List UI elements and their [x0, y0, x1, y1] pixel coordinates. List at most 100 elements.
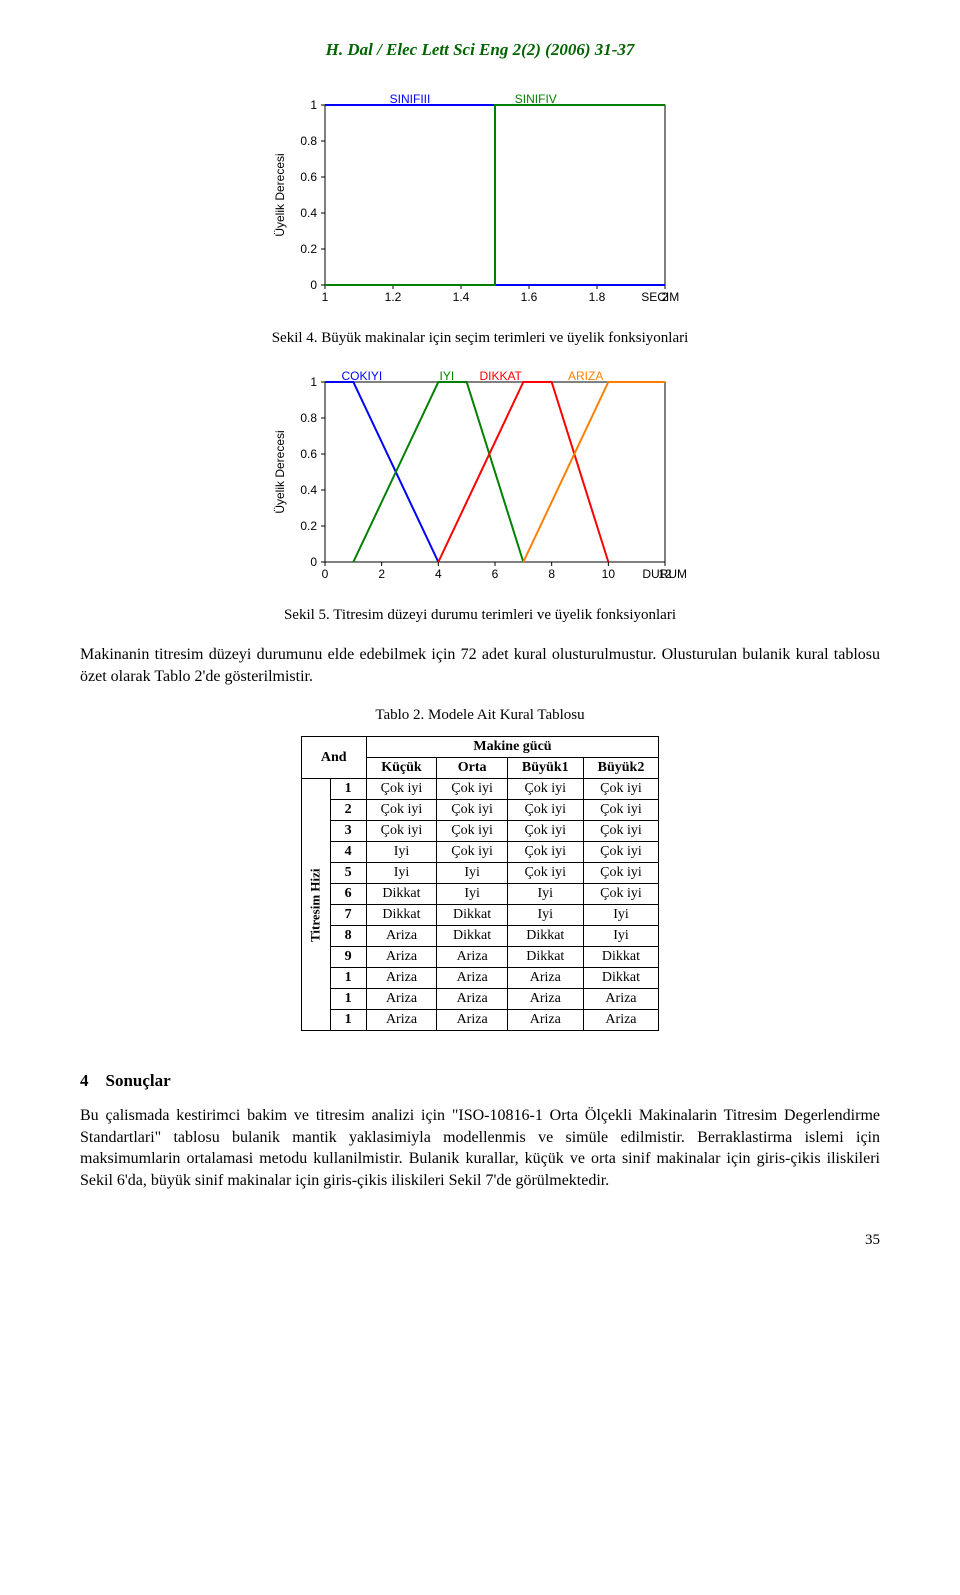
svg-text:4: 4	[435, 567, 442, 581]
table-cell: Çok iyi	[366, 821, 437, 842]
table-row-label: 3	[330, 821, 366, 842]
table-row: 3Çok iyiÇok iyiÇok iyiÇok iyi	[301, 821, 659, 842]
svg-text:10: 10	[602, 567, 616, 581]
svg-text:1: 1	[310, 375, 317, 389]
svg-text:DURUM: DURUM	[642, 567, 687, 581]
table-side-header: Titresim Hizi	[301, 779, 330, 1031]
table-cell: Ariza	[507, 989, 583, 1010]
table-cell: Iyi	[583, 905, 659, 926]
table-row: 5IyiIyiÇok iyiÇok iyi	[301, 863, 659, 884]
page-number: 35	[80, 1232, 880, 1249]
table-cell: Çok iyi	[437, 779, 508, 800]
table-cell: Dikkat	[583, 968, 659, 989]
svg-text:1.6: 1.6	[521, 290, 538, 304]
table-cell: Iyi	[437, 863, 508, 884]
svg-text:1.8: 1.8	[589, 290, 606, 304]
table-cell: Dikkat	[366, 884, 437, 905]
table-row: 2Çok iyiÇok iyiÇok iyiÇok iyi	[301, 800, 659, 821]
table-cell: Çok iyi	[583, 863, 659, 884]
table-cell: Iyi	[507, 905, 583, 926]
paragraph-1: Makinanin titresim düzeyi durumunu elde …	[80, 644, 880, 687]
svg-text:IYI: IYI	[439, 369, 454, 383]
svg-text:1.4: 1.4	[453, 290, 470, 304]
svg-text:1: 1	[310, 98, 317, 112]
svg-text:0.2: 0.2	[300, 519, 317, 533]
table-row: 7DikkatDikkatIyiIyi	[301, 905, 659, 926]
figure-4: 00.20.40.60.8111.21.41.61.82Üyelik Derec…	[80, 90, 880, 320]
table-cell: Iyi	[366, 842, 437, 863]
table-row: 9ArizaArizaDikkatDikkat	[301, 947, 659, 968]
table-cell: Iyi	[437, 884, 508, 905]
table-row-label: 1	[330, 1010, 366, 1031]
figure-4-chart: 00.20.40.60.8111.21.41.61.82Üyelik Derec…	[270, 90, 690, 320]
svg-text:8: 8	[548, 567, 555, 581]
table-row: 1ArizaArizaArizaDikkat	[301, 968, 659, 989]
table-cell: Çok iyi	[583, 821, 659, 842]
svg-text:0.8: 0.8	[300, 134, 317, 148]
svg-text:0.4: 0.4	[300, 483, 317, 497]
section-4-body: Bu çalismada kestirimci bakim ve titresi…	[80, 1105, 880, 1191]
table-cell: Ariza	[437, 968, 508, 989]
table-col-header: Küçük	[366, 758, 437, 779]
table-cell: Dikkat	[437, 905, 508, 926]
table-row: 1ArizaArizaArizaAriza	[301, 1010, 659, 1031]
table-cell: Ariza	[366, 947, 437, 968]
table-cell: Dikkat	[507, 947, 583, 968]
table-cell: Dikkat	[507, 926, 583, 947]
table-cell: Çok iyi	[366, 800, 437, 821]
table-cell: Çok iyi	[583, 800, 659, 821]
table-cell: Ariza	[366, 1010, 437, 1031]
svg-text:0.8: 0.8	[300, 411, 317, 425]
table-row: 1ArizaArizaArizaAriza	[301, 989, 659, 1010]
svg-text:0.6: 0.6	[300, 447, 317, 461]
table-cell: Ariza	[507, 968, 583, 989]
svg-text:0.6: 0.6	[300, 170, 317, 184]
table-col-header: Büyük2	[583, 758, 659, 779]
table-cell: Dikkat	[437, 926, 508, 947]
table-cell: Çok iyi	[507, 779, 583, 800]
table-cell: Dikkat	[366, 905, 437, 926]
table-cell: Çok iyi	[507, 821, 583, 842]
table-cell: Çok iyi	[507, 863, 583, 884]
table-cell: Ariza	[437, 989, 508, 1010]
table-row-label: 7	[330, 905, 366, 926]
svg-text:1: 1	[322, 290, 329, 304]
table-row: 4IyiÇok iyiÇok iyiÇok iyi	[301, 842, 659, 863]
table-row: 8ArizaDikkatDikkatIyi	[301, 926, 659, 947]
table-row-label: 1	[330, 968, 366, 989]
table-cell: Iyi	[366, 863, 437, 884]
table-cell: Ariza	[583, 989, 659, 1010]
table-cell: Çok iyi	[583, 779, 659, 800]
table-row-label: 6	[330, 884, 366, 905]
table-cell: Ariza	[366, 989, 437, 1010]
table-col-header: Orta	[437, 758, 508, 779]
table-cell: Ariza	[583, 1010, 659, 1031]
table-group-header: Makine gücü	[366, 737, 659, 758]
figure-5: 00.20.40.60.81024681012Üyelik DerecesiDU…	[80, 367, 880, 597]
table-col-header: Büyük1	[507, 758, 583, 779]
svg-text:Üyelik Derecesi: Üyelik Derecesi	[273, 430, 287, 513]
table-row-label: 8	[330, 926, 366, 947]
table-cell: Çok iyi	[507, 842, 583, 863]
svg-text:Üyelik Derecesi: Üyelik Derecesi	[273, 153, 287, 236]
svg-text:0: 0	[310, 278, 317, 292]
table-row-label: 1	[330, 989, 366, 1010]
svg-text:0: 0	[322, 567, 329, 581]
table-cell: Çok iyi	[507, 800, 583, 821]
table-cell: Ariza	[507, 1010, 583, 1031]
svg-text:SECIM: SECIM	[641, 290, 679, 304]
table-row-label: 2	[330, 800, 366, 821]
svg-text:COKIYI: COKIYI	[341, 369, 382, 383]
table-cell: Dikkat	[583, 947, 659, 968]
svg-text:SINIFIII: SINIFIII	[390, 92, 431, 106]
table-cell: Ariza	[437, 1010, 508, 1031]
table-row: 6DikkatIyiIyiÇok iyi	[301, 884, 659, 905]
svg-text:2: 2	[378, 567, 385, 581]
table-row-label: 4	[330, 842, 366, 863]
figure-4-caption: Sekil 4. Büyük makinalar için seçim teri…	[80, 330, 880, 347]
table-cell: Çok iyi	[583, 842, 659, 863]
table-row: Titresim Hizi1Çok iyiÇok iyiÇok iyiÇok i…	[301, 779, 659, 800]
table-cell: Çok iyi	[437, 800, 508, 821]
table-cell: Çok iyi	[366, 779, 437, 800]
table-cell: Çok iyi	[437, 821, 508, 842]
